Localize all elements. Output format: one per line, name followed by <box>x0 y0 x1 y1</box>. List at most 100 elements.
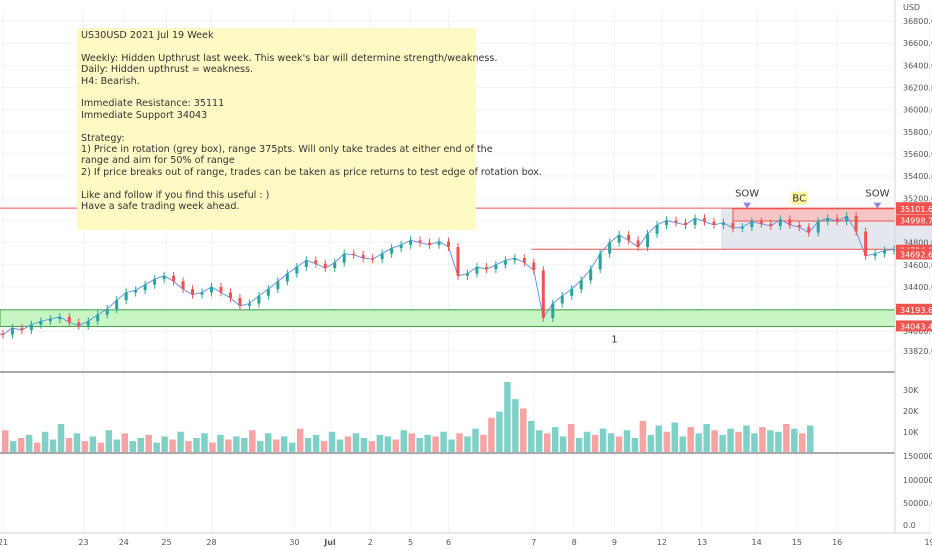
volume-bar <box>161 436 168 452</box>
volume-bar <box>655 425 663 452</box>
candle-body <box>39 321 43 325</box>
volume-tick-label: 150000.0 <box>903 452 932 461</box>
candle-body <box>541 270 545 318</box>
volume-bar <box>73 433 81 452</box>
price-tick-label: 34400.0 <box>903 283 932 292</box>
volume-bar <box>488 417 495 452</box>
volume-bar <box>504 382 511 452</box>
date-label: 14 <box>752 538 762 547</box>
volume-bar <box>97 442 105 452</box>
price-label: 34043.4 <box>900 322 932 331</box>
candle-body <box>864 231 868 256</box>
candle-body <box>314 260 318 264</box>
candle-body <box>105 309 109 315</box>
candle-body <box>570 289 574 296</box>
volume-tick-label: 10K <box>903 428 919 437</box>
candle-body <box>854 216 858 232</box>
volume-bar <box>177 431 184 452</box>
sow-label: SOW <box>865 189 889 200</box>
volume-bar <box>265 433 272 452</box>
candle-body <box>778 219 782 226</box>
volume-bar <box>687 427 694 452</box>
volume-tick-label: 30K <box>903 386 919 395</box>
volume-bar <box>671 422 678 452</box>
volume-bar <box>711 430 718 452</box>
candle-body <box>532 262 536 271</box>
candle-body <box>20 327 24 331</box>
note-h4: H4: Bearish. <box>81 75 140 87</box>
note-strategy-2: 2) If price breaks out of range, trades … <box>81 166 542 178</box>
volume-tick-label: 100000.0 <box>903 476 932 485</box>
candle-body <box>484 266 488 270</box>
candle-body <box>266 289 270 296</box>
volume-bar <box>416 438 423 452</box>
candle-body <box>589 269 593 281</box>
volume-bar <box>727 428 734 452</box>
volume-bar <box>400 430 407 452</box>
candle-body <box>134 290 138 293</box>
volume-bar <box>193 438 200 452</box>
candle-body <box>646 233 650 248</box>
candle-body <box>579 280 583 290</box>
volume-bar <box>105 430 113 452</box>
candle-body <box>96 314 100 322</box>
volume-bar <box>376 434 384 452</box>
date-label: 16 <box>832 538 842 547</box>
volume-bar <box>544 433 551 452</box>
candle-body <box>883 250 887 254</box>
volume-bar <box>9 441 17 452</box>
volume-bar <box>464 436 471 452</box>
candle-body <box>304 260 308 267</box>
volume-bar <box>424 434 431 452</box>
candle-body <box>153 279 157 285</box>
volume-tick-label: 20K <box>903 407 919 416</box>
volume-bar <box>679 436 686 452</box>
volume-bar <box>775 431 782 452</box>
volume-bar <box>81 441 89 452</box>
volume-bar <box>185 441 192 452</box>
volume-bar <box>456 433 463 452</box>
volume-bar <box>583 431 591 452</box>
analysis-note[interactable]: US30USD 2021 Jul 19 Week Weekly: Hidden … <box>77 28 542 230</box>
volume-bar <box>257 441 264 452</box>
price-label: 34692.6 <box>900 251 932 260</box>
candle-body <box>465 273 469 276</box>
volume-bar <box>647 434 655 452</box>
volume-bar <box>392 439 400 452</box>
volume-bar <box>695 433 702 452</box>
note-strategy: Strategy: <box>81 132 125 144</box>
volume-bar <box>432 436 439 452</box>
candle-body <box>172 275 176 282</box>
note-like: Like and follow if you find this useful … <box>81 189 270 201</box>
candle-body <box>390 248 394 254</box>
volume-bar <box>217 434 224 452</box>
candle-body <box>750 221 754 228</box>
candle-body <box>276 281 280 290</box>
date-label: 13 <box>697 538 707 547</box>
candle-body <box>181 281 185 290</box>
price-tick-label: 34800.0 <box>903 239 932 248</box>
candle-body <box>409 240 413 245</box>
volume-bar <box>496 411 503 452</box>
price-label-bg <box>896 320 932 332</box>
volume-bar <box>599 428 607 452</box>
volume-bar <box>591 434 599 452</box>
volume-bar <box>169 439 176 452</box>
price-tick-label: 34600.0 <box>903 261 932 270</box>
date-label: 19 <box>925 538 932 547</box>
price-tick-label: 36200.0 <box>903 84 932 93</box>
note-resistance: Immediate Resistance: 35111 <box>81 98 225 110</box>
sow-label: SOW <box>735 189 759 200</box>
volume-bar <box>735 431 742 452</box>
candle-body <box>702 218 706 222</box>
candle-body <box>665 220 669 225</box>
candle-body <box>342 253 346 263</box>
candle-body <box>759 221 763 224</box>
volume-bar <box>89 436 97 452</box>
candle-body <box>191 289 195 295</box>
candle-body <box>740 227 744 229</box>
candle-body <box>428 242 432 245</box>
volume-bar <box>480 434 487 452</box>
support-zone <box>0 309 896 327</box>
volume-bar <box>129 441 136 452</box>
